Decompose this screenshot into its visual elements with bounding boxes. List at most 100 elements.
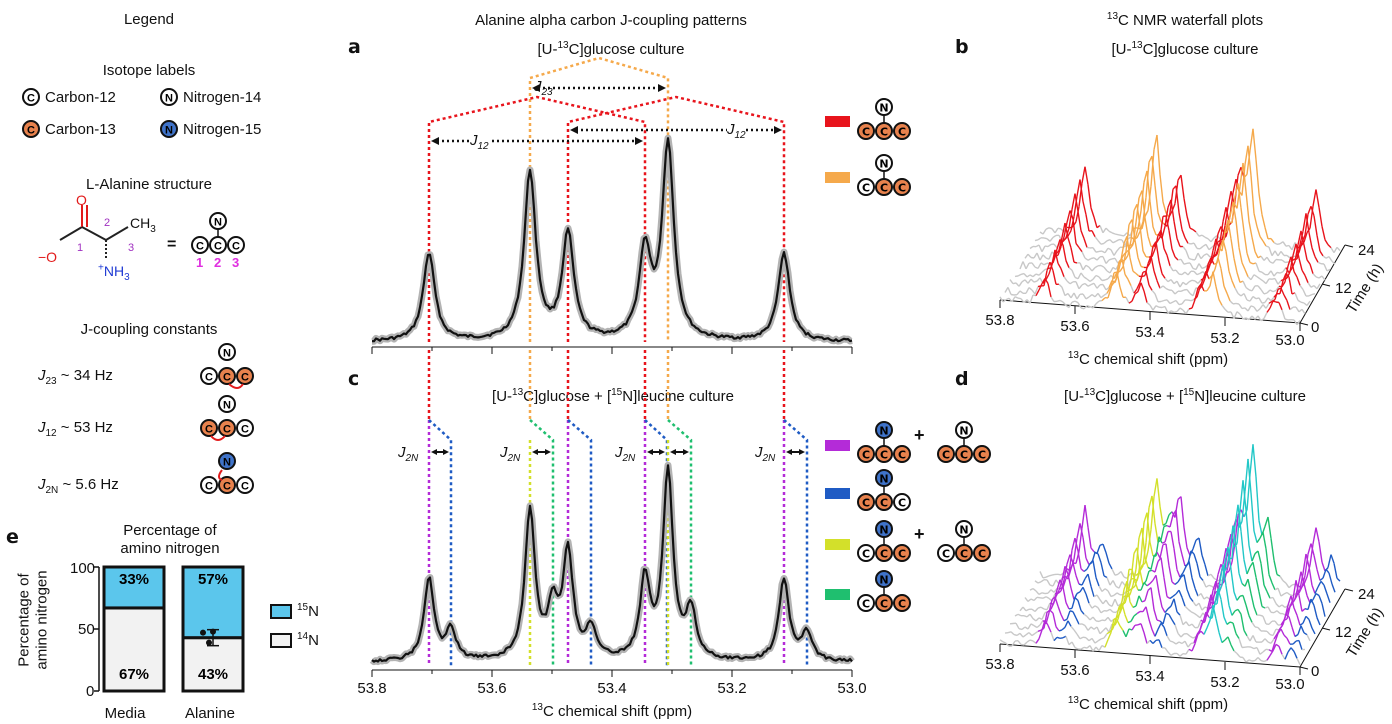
j2n-label-2: J2N: [500, 444, 521, 464]
svg-text:C: C: [232, 241, 240, 253]
b-xtick-53.4: 53.4: [1135, 324, 1165, 341]
svg-text:C: C: [880, 182, 888, 195]
d-xtick-53.0: 53.0: [1275, 676, 1305, 693]
jcoupling-title: J-coupling constants: [80, 321, 218, 338]
ccc-number-1: 1: [196, 255, 204, 270]
j2n-icon: N C C C: [200, 452, 254, 494]
svg-text:C: C: [241, 372, 249, 384]
ytick-100: 100: [70, 560, 96, 577]
bar-label-15N-media: 33%: [119, 571, 149, 588]
xtick-53.8: 53.8: [357, 680, 387, 697]
replicate-dot-0: [200, 629, 206, 636]
legend-title: Legend: [123, 11, 175, 28]
bar-14N-alanine: [181, 636, 245, 693]
svg-text:C: C: [862, 497, 870, 510]
j23-icon: N C C C: [200, 343, 254, 389]
svg-text:C: C: [223, 424, 231, 436]
b-time-24: 24: [1358, 242, 1375, 259]
d-time-12: 12: [1335, 624, 1352, 641]
structure-ch3: CH3: [130, 215, 156, 235]
panel-letter-a: a: [348, 36, 361, 58]
svg-text:C: C: [27, 125, 35, 137]
legend-14n-label: 14N: [297, 631, 319, 649]
panel-d-title: [U-13C]glucose + [15N]leucine culture: [1064, 387, 1306, 405]
svg-text:C: C: [27, 93, 35, 105]
nitrogen-15-icon: N: [160, 120, 178, 138]
j2n-constant: J2N ~ 5.6 Hz: [38, 476, 119, 496]
svg-text:N: N: [879, 473, 888, 486]
svg-text:N: N: [165, 125, 173, 137]
bar-label-14N-alanine: 43%: [198, 666, 228, 683]
d-xtick-53.8: 53.8: [985, 656, 1015, 673]
pattern-legend-c: [825, 440, 850, 600]
pattern-legend-a: [825, 116, 850, 183]
panel-letter-e: e: [6, 526, 19, 548]
nitrogen-15-label: Nitrogen-15: [183, 121, 262, 138]
replicate-dot-2: [206, 639, 212, 646]
d-xtick-53.6: 53.6: [1060, 662, 1090, 679]
b-time-0: 0: [1311, 319, 1320, 336]
xtick-53.6: 53.6: [477, 680, 507, 697]
svg-text:N: N: [959, 425, 968, 438]
panel-letter-c: c: [348, 368, 360, 390]
alanine-structure: [59, 205, 129, 258]
svg-text:N: N: [223, 457, 231, 469]
legend-14n-swatch: [270, 633, 292, 648]
svg-text:N: N: [214, 217, 222, 229]
structure-ominus: −O: [38, 249, 58, 265]
plus-sign-1: +: [914, 425, 925, 445]
structure-nh3: +NH3: [98, 262, 130, 283]
ccc-number-2: 2: [214, 255, 222, 270]
svg-text:C: C: [862, 182, 870, 195]
carbon-12-label: Carbon-12: [45, 89, 116, 106]
panel-c-title: [U-13C]glucose + [15N]leucine culture: [492, 387, 734, 405]
ytick-50: 50: [78, 621, 95, 638]
d-time-24: 24: [1358, 586, 1375, 603]
bar-label-14N-media: 67%: [119, 666, 149, 683]
j12-icon: N C C C: [200, 395, 254, 441]
svg-text:N: N: [223, 400, 231, 412]
svg-text:C: C: [898, 598, 906, 611]
structure-num2: 2: [104, 217, 111, 229]
panel-a-title: Alanine alpha carbon J-coupling patterns: [475, 12, 747, 29]
b-time-12: 12: [1335, 280, 1352, 297]
legend-15n-label: 15N: [297, 602, 319, 620]
svg-text:C: C: [978, 548, 986, 561]
svg-text:C: C: [196, 241, 204, 253]
b-xtick-53.8: 53.8: [985, 312, 1015, 329]
svg-text:C: C: [978, 449, 986, 462]
svg-text:N: N: [879, 102, 888, 115]
bar-label-15N-alanine: 57%: [198, 571, 228, 588]
legend-15n-swatch: [270, 604, 292, 619]
svg-text:C: C: [960, 449, 968, 462]
panel-e-title-2: amino nitrogen: [120, 540, 220, 557]
nitrogen-14-icon: N: [160, 88, 178, 106]
j12-label-left: J12: [470, 132, 489, 152]
j2n-label-4: J2N: [755, 444, 776, 464]
alanine-ccc-diagram: N C C C: [191, 212, 245, 254]
svg-text:C: C: [960, 548, 968, 561]
structure-equals: =: [167, 236, 177, 253]
svg-text:C: C: [205, 424, 213, 436]
svg-text:C: C: [898, 497, 906, 510]
panel-a-subtitle: [U-13C]glucose culture: [537, 40, 685, 58]
structure-oxygen: O: [76, 192, 87, 208]
d-xtick-53.2: 53.2: [1210, 674, 1240, 691]
svg-text:C: C: [942, 548, 950, 561]
svg-text:N: N: [959, 524, 968, 537]
svg-text:C: C: [862, 449, 870, 462]
category-media: Media: [104, 705, 146, 722]
svg-text:C: C: [214, 241, 222, 253]
j2n-label-1: J2N: [398, 444, 419, 464]
nitrogen-14-label: Nitrogen-14: [183, 89, 262, 106]
plus-sign-2: +: [914, 524, 925, 544]
svg-text:C: C: [942, 449, 950, 462]
xtick-53.2: 53.2: [717, 680, 747, 697]
b-xtick-53.2: 53.2: [1210, 330, 1240, 347]
panel-d-xlabel: 13C chemical shift (ppm): [1067, 695, 1229, 713]
svg-text:N: N: [879, 158, 888, 171]
svg-text:C: C: [898, 449, 906, 462]
